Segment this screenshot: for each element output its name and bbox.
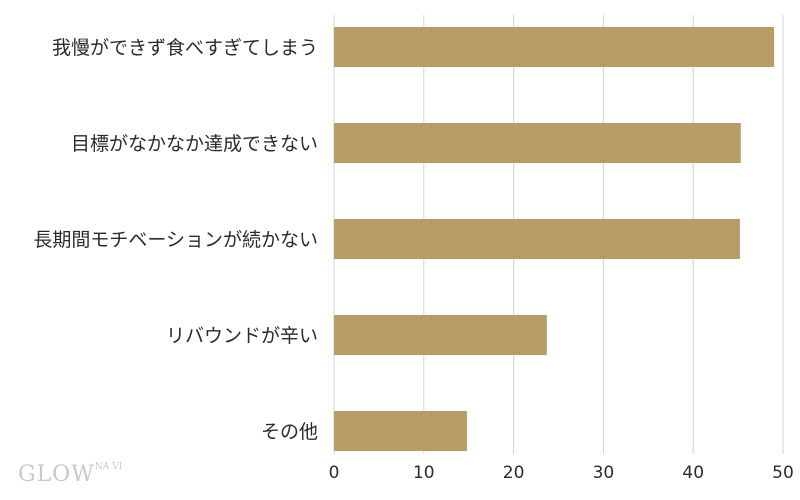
watermark-sub: NA VI: [94, 462, 123, 472]
bar-1: [334, 123, 741, 163]
bar-2: [334, 219, 740, 259]
x-tick-label-10: 10: [413, 463, 435, 483]
watermark-main: GLOW: [18, 462, 95, 487]
category-label-3: リバウンドが辛い: [166, 325, 318, 347]
brand-watermark-logo: GLOWNA VI: [18, 462, 122, 487]
category-label-1: 目標がなかなか達成できない: [71, 133, 318, 155]
x-tick-label-40: 40: [682, 463, 704, 483]
x-tick-label-0: 0: [329, 463, 340, 483]
category-label-0: 我慢ができず食べすぎてしまう: [52, 37, 318, 59]
bars: [334, 27, 775, 451]
x-tick-label-30: 30: [593, 463, 615, 483]
bar-4: [334, 411, 467, 451]
category-label-4: その他: [261, 421, 318, 443]
x-tick-label-20: 20: [503, 463, 525, 483]
category-label-2: 長期間モチベーションが続かない: [33, 229, 318, 251]
bar-0: [334, 27, 775, 67]
x-axis-ticks: 0 10 20 30 40 50: [329, 463, 794, 483]
bar-3: [334, 315, 547, 355]
x-tick-label-50: 50: [772, 463, 794, 483]
category-labels: 我慢ができず食べすぎてしまう目標がなかなか達成できない長期間モチベーションが続か…: [33, 37, 318, 443]
